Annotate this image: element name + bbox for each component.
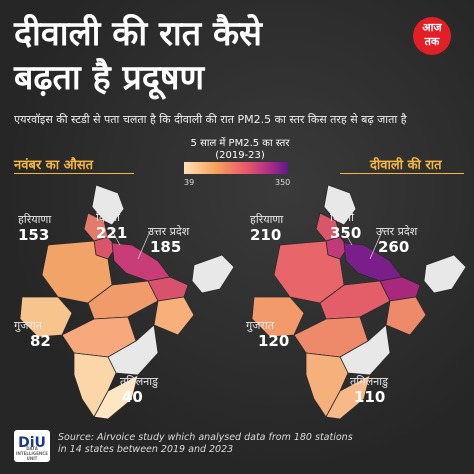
right-state-name-haryana: हरियाणा (250, 213, 284, 226)
right-state-name-delhi: दिल्ली (330, 211, 354, 224)
left-state-name-tamilnadu: तमिलनाडु (120, 375, 158, 388)
title-line-1: दीवाली की रात कैसे (14, 14, 263, 54)
legend-min: 39 (184, 178, 195, 187)
map-region-northeast (423, 254, 467, 294)
right-state-value-delhi: 350 (330, 224, 362, 242)
left-state-name-delhi: दिल्ली (96, 211, 120, 224)
diu-logo-subtext: DATA INTELLIGENCE UNIT (16, 446, 48, 461)
left-state-value-gujarat: 82 (30, 332, 51, 350)
page-title: दीवाली की रात कैसे बढ़ता है प्रदूषण (14, 12, 374, 100)
diu-logo-text: DiU (18, 435, 46, 451)
left-state-value-up: 185 (150, 238, 182, 256)
right-label-underline (340, 173, 464, 174)
left-label-underline (14, 173, 134, 174)
diu-logo: DiU DATA INTELLIGENCE UNIT (14, 430, 50, 462)
map-region-east (385, 296, 427, 336)
right-state-value-tamilnadu: 110 (354, 388, 386, 406)
title-line-2: बढ़ता है प्रदूषण (14, 58, 205, 98)
left-india-map (19, 185, 235, 420)
svg-text:तक: तक (424, 35, 440, 48)
right-map-label: दीवाली की रात (370, 158, 442, 173)
map-region-northeast (191, 254, 235, 294)
aaj-tak-logo: आज तक (413, 17, 451, 55)
right-state-name-tamilnadu: तमिलनाडु (350, 375, 388, 388)
legend-color-scale (184, 162, 288, 174)
svg-text:आज: आज (422, 21, 442, 34)
left-state-name-haryana: हरियाणा (18, 213, 52, 226)
legend-title: 5 साल में PM2.5 का स्तर (2019-23) (170, 138, 310, 162)
legend-subtitle: (2019-23) (215, 150, 265, 161)
right-state-value-up: 260 (378, 238, 410, 256)
left-state-name-gujarat: गुजरात (14, 319, 42, 332)
map-region-tamilnadu (325, 374, 371, 420)
right-india-map (251, 185, 467, 420)
map-region-north (91, 185, 125, 226)
map-region-north (323, 185, 357, 226)
map-region-bihar (147, 276, 189, 302)
legend-max: 350 (275, 178, 291, 187)
map-region-tamilnadu (93, 374, 139, 420)
map-region-east (153, 296, 195, 336)
source-note: Source: Airvoice study which analysed da… (58, 432, 353, 455)
left-state-value-tamilnadu: 40 (122, 388, 143, 406)
right-state-name-gujarat: गुजरात (246, 319, 274, 332)
right-state-value-gujarat: 120 (258, 332, 290, 350)
map-region-bihar (379, 276, 421, 302)
legend-title-text: 5 साल में PM2.5 का स्तर (190, 138, 290, 149)
left-state-name-up: उत्तर प्रदेश (148, 225, 190, 238)
left-state-value-delhi: 221 (96, 224, 128, 242)
left-state-value-haryana: 153 (18, 226, 50, 244)
right-state-value-haryana: 210 (250, 226, 282, 244)
left-map-label: नवंबर का औसत (14, 158, 94, 173)
subtitle: एयरवॉइस की स्टडी से पता चलता है कि दीवाल… (14, 113, 407, 126)
right-state-name-up: उत्तर प्रदेश (376, 225, 418, 238)
